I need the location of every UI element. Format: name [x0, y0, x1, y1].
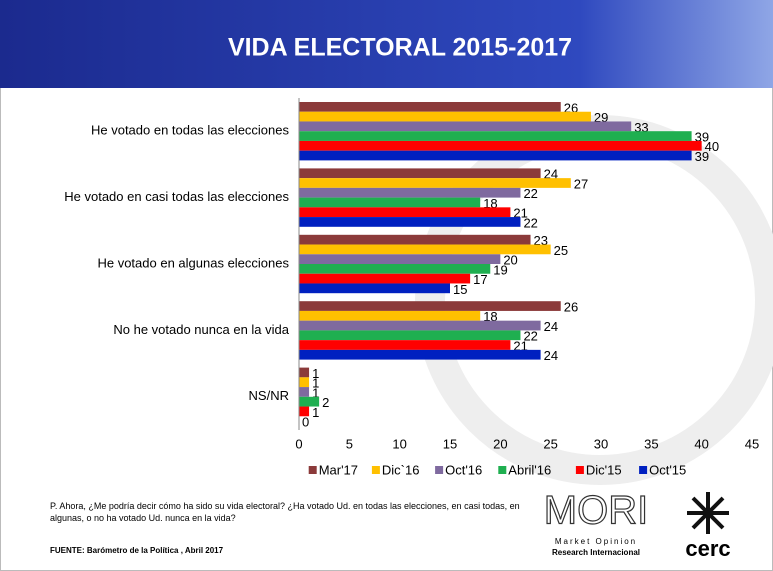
logo-sub: Market Opinion	[555, 537, 637, 546]
bar	[299, 187, 521, 198]
value-label: 26	[564, 100, 578, 115]
bar	[299, 367, 310, 378]
bar	[299, 396, 320, 407]
value-label: 21	[513, 206, 527, 221]
source: FUENTE: Barómetro de la Política , Abril…	[50, 546, 224, 555]
value-label: 19	[493, 262, 507, 277]
legend-label: Dic'15	[586, 462, 622, 477]
bar	[299, 244, 551, 255]
value-label: 18	[483, 196, 497, 211]
legend-label: Oct'15	[649, 462, 686, 477]
bar	[299, 131, 692, 141]
bar	[299, 273, 471, 284]
value-label: 24	[544, 167, 558, 182]
bar	[299, 264, 491, 274]
category-label: He votado en todas las elecciones	[91, 123, 290, 138]
legend-label: Dic`16	[382, 462, 420, 477]
bar	[299, 406, 310, 417]
bar	[299, 320, 541, 331]
value-label: 27	[574, 176, 588, 191]
logo-sub: Research Internacional	[552, 548, 640, 557]
value-label: 40	[705, 139, 719, 154]
legend-label: Oct'16	[445, 462, 482, 477]
value-label: 22	[523, 186, 537, 201]
value-label: 17	[473, 272, 487, 287]
value-label: 39	[695, 149, 709, 164]
value-label: 26	[564, 300, 578, 315]
legend-swatch	[308, 466, 317, 474]
x-tick-label: 45	[745, 436, 759, 451]
bar	[299, 330, 521, 341]
bar	[299, 377, 310, 388]
x-tick-label: 25	[543, 436, 557, 451]
bar	[299, 121, 632, 132]
legend-swatch	[435, 466, 444, 474]
x-tick-label: 35	[644, 436, 658, 451]
bar	[299, 340, 511, 350]
value-label: 24	[544, 348, 558, 363]
value-label: 33	[634, 120, 648, 135]
value-label: 1	[312, 376, 319, 391]
logo-mori: MORI	[544, 489, 648, 533]
value-label: 22	[523, 329, 537, 344]
x-tick-label: 15	[443, 436, 457, 451]
value-label: 20	[503, 253, 517, 268]
bar	[299, 234, 531, 245]
value-label: 29	[594, 110, 608, 125]
value-label: 22	[523, 215, 537, 230]
cerc-mark	[687, 492, 729, 534]
bar	[299, 150, 692, 161]
bar	[299, 349, 541, 360]
bar	[299, 178, 571, 188]
x-tick-label: 30	[594, 436, 608, 451]
note: P. Ahora, ¿Me podría decir cómo ha sido …	[50, 501, 520, 523]
x-tick-label: 20	[493, 436, 507, 451]
bar	[299, 207, 511, 218]
legend-label: Mar'17	[319, 462, 358, 477]
legend-swatch	[498, 466, 507, 474]
chart-title: VIDA ELECTORAL 2015-2017	[228, 34, 572, 62]
bar	[299, 283, 450, 294]
category-label: No he votado nunca en la vida	[113, 322, 289, 337]
bar	[299, 254, 501, 264]
value-label: 1	[312, 405, 319, 420]
value-label: 39	[695, 130, 709, 145]
bar	[299, 102, 561, 112]
value-label: 21	[513, 338, 527, 353]
value-label: 18	[483, 309, 497, 324]
category-label: He votado en algunas elecciones	[97, 255, 289, 270]
category-label: NS/NR	[249, 388, 289, 403]
bar	[299, 168, 541, 179]
bar	[299, 301, 561, 311]
legend-label: Abril'16	[508, 462, 551, 477]
value-label: 23	[534, 233, 548, 248]
legend-swatch	[575, 466, 584, 474]
note-box: P. Ahora, ¿Me podría decir cómo ha sido …	[50, 501, 520, 523]
bar	[299, 140, 702, 151]
x-tick-label: 10	[392, 436, 406, 451]
value-label: 25	[554, 243, 568, 258]
value-label: 15	[453, 282, 467, 297]
bar	[299, 310, 481, 321]
logo-cerc: cerc	[685, 536, 730, 561]
bar	[299, 387, 310, 397]
bar	[299, 111, 591, 122]
category-label: He votado en casi todas las elecciones	[64, 189, 289, 204]
x-tick-label: 5	[346, 436, 353, 451]
value-label: 1	[312, 385, 319, 400]
value-label: 0	[302, 415, 309, 430]
value-label: 2	[322, 395, 329, 410]
title-banner	[0, 0, 773, 88]
x-tick-label: 0	[295, 436, 302, 451]
bar	[299, 217, 521, 227]
x-tick-label: 40	[694, 436, 708, 451]
value-label: 24	[544, 319, 558, 334]
value-label: 1	[312, 366, 319, 381]
legend-swatch	[371, 466, 380, 474]
bar	[299, 197, 481, 208]
legend-swatch	[639, 466, 648, 474]
